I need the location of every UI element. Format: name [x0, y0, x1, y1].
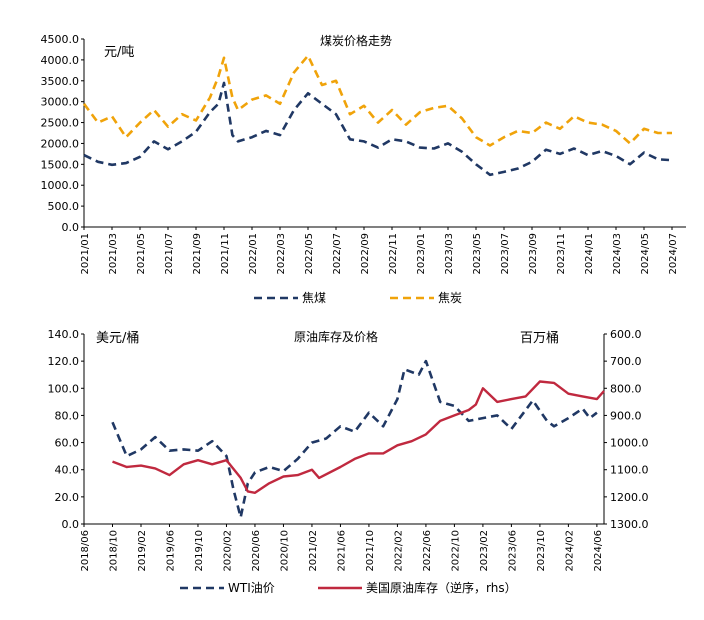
chart-marks: 0.0 500.0 1000.0 1500.0 2000.0 2500.0 3000.0 35… — [41, 33, 686, 595]
chart1-legend-label: 焦煤 — [302, 291, 326, 305]
chart2-x-tick-label: 2023/02 — [479, 530, 490, 572]
chart1-x-tick-label: 2022/05 — [304, 233, 315, 275]
chart2-left-tick-label: 0.0 — [62, 518, 80, 531]
chart2-legend-label: WTI油价 — [228, 581, 275, 595]
chart1-x-tick-label: 2021/01 — [80, 233, 91, 275]
chart2-x-tick-label: 2024/06 — [593, 530, 604, 572]
chart1-x-tick-label: 2022/09 — [360, 233, 371, 275]
chart2-left-unit-label: 美元/桶 — [96, 331, 139, 346]
chart1-y-tick-label: 3000.0 — [41, 96, 80, 109]
chart2-x-tick-label: 2023/06 — [507, 530, 518, 572]
chart1-x-tick-label: 2022/03 — [276, 233, 287, 275]
chart1-x-tick-label: 2023/07 — [500, 233, 511, 275]
chart1-x-tick-label: 2023/03 — [444, 233, 455, 275]
chart2-x-tick-label: 2020/02 — [222, 530, 233, 572]
chart1-x-tick-label: 2023/05 — [472, 233, 483, 275]
chart2-x-tick-label: 2021/06 — [336, 530, 347, 572]
chart1-y-tick-label: 2500.0 — [41, 117, 80, 130]
chart1-y-tick-label: 4500.0 — [41, 33, 80, 46]
chart2-x-tick-label: 2020/06 — [251, 530, 262, 572]
chart1-x-tick-label: 2021/09 — [192, 233, 203, 275]
chart2-left-tick-label: 20.0 — [55, 491, 80, 504]
chart2-right-tick-label: 1000.0 — [610, 437, 649, 450]
chart2-series-line-wti — [111, 359, 598, 519]
chart1-y-tick-label: 4000.0 — [41, 54, 80, 67]
chart2-right-tick-label: 900.0 — [610, 409, 642, 422]
chart2-x-tick-label: 2020/10 — [279, 530, 290, 572]
chart2-right-tick-label: 800.0 — [610, 382, 642, 395]
chart2-left-tick-label: 140.0 — [48, 328, 80, 341]
chart2-x-tick-label: 2022/02 — [393, 530, 404, 572]
chart1-x-tick-label: 2024/05 — [640, 233, 651, 275]
chart1-x-tick-label: 2021/07 — [164, 233, 175, 275]
chart2-x-tick-label: 2018/06 — [80, 530, 91, 572]
chart2-x-tick-label: 2022/06 — [422, 530, 433, 572]
chart2-right-tick-label: 600.0 — [610, 328, 642, 341]
chart1-x-tick-label: 2024/01 — [584, 233, 595, 275]
chart2-legend-label: 美国原油库存（逆序，rhs） — [366, 580, 517, 595]
chart1-x-tick-label: 2021/03 — [108, 233, 119, 275]
chart1-series-line-coke — [82, 54, 672, 147]
chart2-series-line-crude-inventory — [112, 380, 605, 494]
chart2-x-tick-label: 2022/10 — [450, 530, 461, 572]
chart1-x-tick-label: 2023/01 — [416, 233, 427, 275]
chart1-x-tick-label: 2024/03 — [612, 233, 623, 275]
chart2-right-tick-label: 700.0 — [610, 355, 642, 368]
chart2-x-tick-label: 2019/02 — [137, 530, 148, 572]
chart1-y-tick-label: 500.0 — [48, 200, 80, 213]
chart1-y-tick-label: 1500.0 — [41, 158, 80, 171]
chart2-right-tick-label: 1200.0 — [610, 491, 649, 504]
chart2-x-tick-label: 2021/02 — [308, 530, 319, 572]
chart1-y-tick-label: 3500.0 — [41, 75, 80, 88]
chart1-title: 煤炭价格走势 — [320, 33, 392, 48]
chart2-left-tick-label: 120.0 — [48, 355, 80, 368]
chart2-right-tick-label: 1300.0 — [610, 518, 649, 531]
chart1-y-tick-label: 2000.0 — [41, 137, 80, 150]
chart2-x-tick-label: 2019/06 — [165, 530, 176, 572]
chart2-x-tick-label: 2018/10 — [108, 530, 119, 572]
chart2-x-tick-label: 2019/10 — [194, 530, 205, 572]
chart1-unit-label: 元/吨 — [104, 45, 134, 60]
chart1-x-tick-label: 2021/11 — [220, 233, 231, 275]
chart2-left-tick-label: 100.0 — [48, 382, 80, 395]
chart2-x-tick-label: 2024/02 — [564, 530, 575, 572]
chart1-y-tick-label: 0.0 — [62, 221, 80, 234]
chart2-title: 原油库存及价格 — [294, 329, 378, 344]
chart1-legend-label: 焦炭 — [438, 291, 462, 305]
chart2-left-tick-label: 80.0 — [55, 409, 80, 422]
chart1-x-tick-label: 2022/01 — [248, 233, 259, 275]
chart1-x-tick-label: 2023/11 — [556, 233, 567, 275]
chart1-x-tick-label: 2023/09 — [528, 233, 539, 275]
chart2-right-unit-label: 百万桶 — [520, 331, 559, 346]
chart2-left-tick-label: 40.0 — [55, 464, 80, 477]
chart2-left-tick-label: 60.0 — [55, 437, 80, 450]
chart2-x-tick-label: 2023/10 — [536, 530, 547, 572]
chart1-x-tick-label: 2021/05 — [136, 233, 147, 275]
chart1-x-tick-label: 2022/11 — [388, 233, 399, 275]
chart2-right-tick-label: 1100.0 — [610, 464, 649, 477]
chart1-x-tick-label: 2024/07 — [668, 233, 679, 275]
chart1-x-tick-label: 2022/07 — [332, 233, 343, 275]
chart1-y-tick-label: 1000.0 — [41, 179, 80, 192]
chart2-x-tick-label: 2021/10 — [365, 530, 376, 572]
chart1-series-line-coking-coal — [83, 81, 673, 177]
